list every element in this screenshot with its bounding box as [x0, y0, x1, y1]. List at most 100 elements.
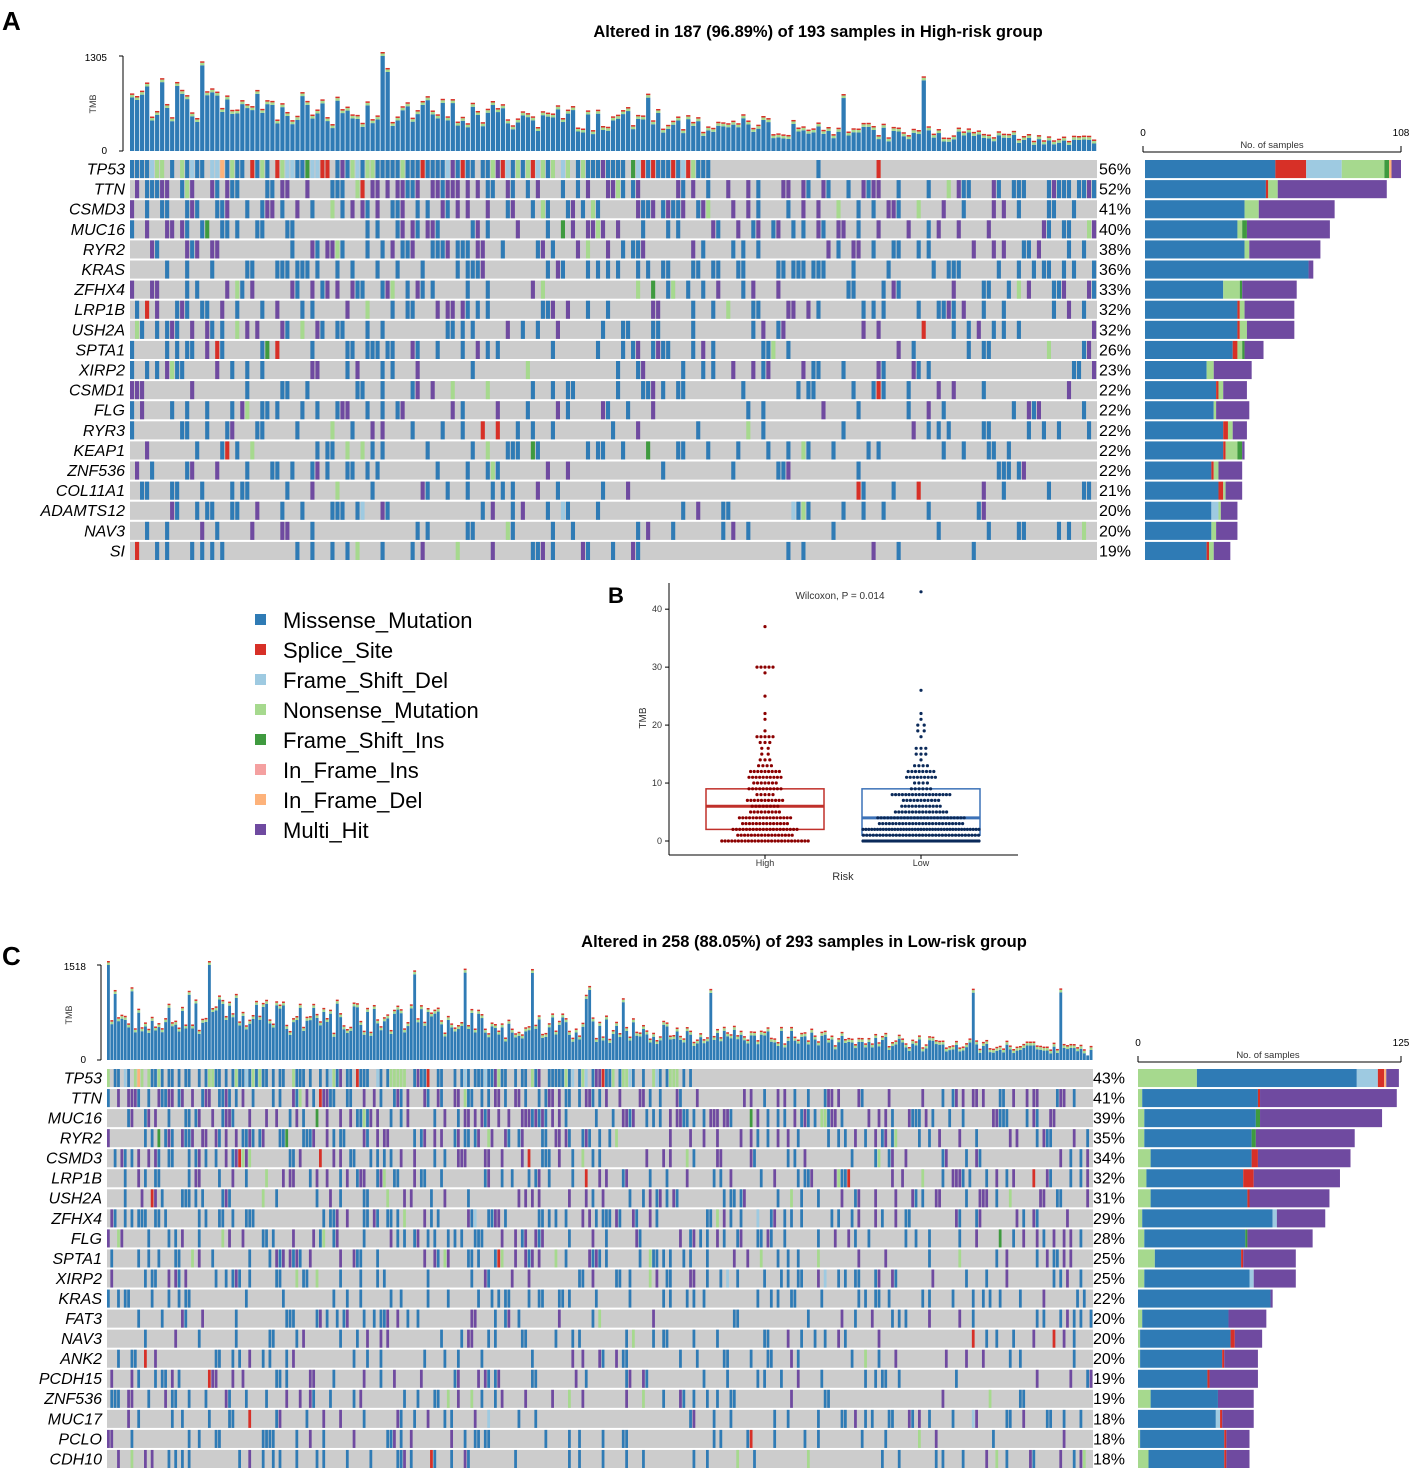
mutation-cell — [981, 481, 986, 500]
mutation-cell — [487, 1089, 491, 1108]
mutation-cell — [510, 1269, 514, 1288]
mutation-cell — [711, 260, 716, 279]
tmb-bar-cap — [551, 1014, 555, 1018]
tmb-bar-cap — [1042, 1046, 1046, 1049]
data-point — [900, 804, 904, 808]
mutation-cell — [641, 160, 646, 179]
mutation-cell — [369, 1449, 373, 1468]
data-point — [768, 816, 772, 820]
mutation-cell — [433, 1249, 437, 1268]
tmb-bar — [658, 1040, 662, 1060]
mutation-cell — [961, 441, 966, 460]
mutation-cell — [145, 300, 150, 319]
mutation-cell — [240, 401, 245, 420]
tmb-bar-cap — [985, 1041, 989, 1044]
mutation-cell — [1042, 1309, 1046, 1328]
mutation-cell — [405, 240, 410, 259]
tmb-bar-cap — [648, 1040, 652, 1043]
tmb-bar-cap — [936, 130, 941, 134]
grid-row-bg — [107, 1189, 1093, 1208]
data-point — [776, 839, 780, 843]
tmb-bar — [956, 131, 961, 151]
tmb-bar — [1002, 1052, 1005, 1060]
mutation-cell — [355, 501, 360, 520]
data-point — [973, 833, 977, 837]
tmb-bar-cap — [615, 1021, 618, 1024]
data-point — [772, 775, 776, 779]
mutation-cell — [160, 1369, 164, 1388]
mutation-cell — [545, 501, 550, 520]
mutation-cell — [310, 361, 315, 380]
tmb-bar — [500, 1027, 504, 1060]
tmb-bar — [495, 112, 501, 151]
tmb-bar — [372, 1008, 376, 1060]
tmb-bar — [716, 1032, 719, 1060]
mutation-cell — [541, 1109, 544, 1128]
data-point — [941, 793, 945, 797]
mutation-cell — [365, 240, 370, 259]
mutation-cell — [376, 1129, 379, 1148]
tmb-bar — [460, 1026, 464, 1060]
mutation-cell — [197, 1069, 201, 1088]
mutation-cell — [225, 280, 230, 299]
tmb-bar — [504, 1041, 507, 1060]
tmb-bar-cap — [776, 1043, 780, 1046]
data-point — [770, 798, 774, 803]
mutation-cell — [261, 1229, 265, 1248]
data-point — [772, 787, 776, 791]
mutation-cell — [110, 1429, 114, 1448]
tmb-bar-cap — [147, 1028, 151, 1031]
tmb-bar-cap — [966, 128, 971, 130]
mutation-cell — [251, 1089, 255, 1108]
mutation-cell — [413, 1149, 416, 1168]
gene-bar-segment — [1227, 421, 1233, 440]
mutation-cell — [564, 1109, 568, 1128]
gene-bar-segment — [1218, 381, 1224, 400]
tmb-bar — [826, 130, 831, 151]
tmb-bar-cap — [1056, 138, 1062, 141]
gene-percent: 22% — [1099, 383, 1131, 400]
mutation-cell — [190, 381, 195, 400]
tmb-bar-cap — [570, 107, 576, 111]
tmb-bar-cap — [450, 1024, 454, 1028]
mutation-cell — [465, 240, 470, 259]
mutation-cell — [145, 361, 150, 380]
mutation-cell — [823, 1269, 827, 1288]
mutation-cell — [564, 1069, 568, 1088]
mutation-cell — [325, 1069, 329, 1088]
mutation-cell — [185, 200, 190, 219]
mutation-cell — [995, 1249, 999, 1268]
mutation-cell — [320, 320, 325, 339]
tmb-bar — [896, 131, 901, 151]
mutation-cell — [692, 1389, 696, 1408]
mutation-cell — [891, 481, 896, 500]
data-point — [924, 769, 929, 774]
tmb-bar-cap — [197, 1029, 201, 1032]
tmb-bar — [191, 1028, 194, 1060]
mutation-cell — [285, 1389, 289, 1408]
mutation-cell — [981, 501, 986, 520]
mutation-cell — [1062, 1329, 1066, 1348]
data-point — [917, 793, 921, 797]
tmb-bar-cap — [793, 1036, 797, 1039]
data-point — [758, 787, 762, 791]
mutation-cell — [330, 200, 335, 219]
tmb-bar-cap — [557, 1020, 561, 1023]
data-point — [962, 816, 966, 820]
gene-label: COL11A1 — [56, 483, 125, 500]
mutation-cell — [1032, 1329, 1036, 1348]
mutation-cell — [1016, 320, 1021, 339]
mutation-cell — [1055, 1089, 1059, 1108]
tmb-bar-cap — [345, 108, 350, 111]
mutation-cell — [975, 1229, 978, 1248]
mutation-cell — [1035, 1109, 1039, 1128]
mutation-cell — [375, 220, 380, 239]
mutation-cell — [315, 240, 320, 259]
mutation-cell — [275, 1269, 279, 1288]
mutation-cell — [245, 401, 250, 420]
mutation-cell — [996, 180, 1001, 199]
mutation-cell — [946, 300, 951, 319]
mutation-cell — [530, 441, 535, 460]
mutation-cell — [817, 1229, 820, 1248]
data-point — [956, 816, 960, 820]
